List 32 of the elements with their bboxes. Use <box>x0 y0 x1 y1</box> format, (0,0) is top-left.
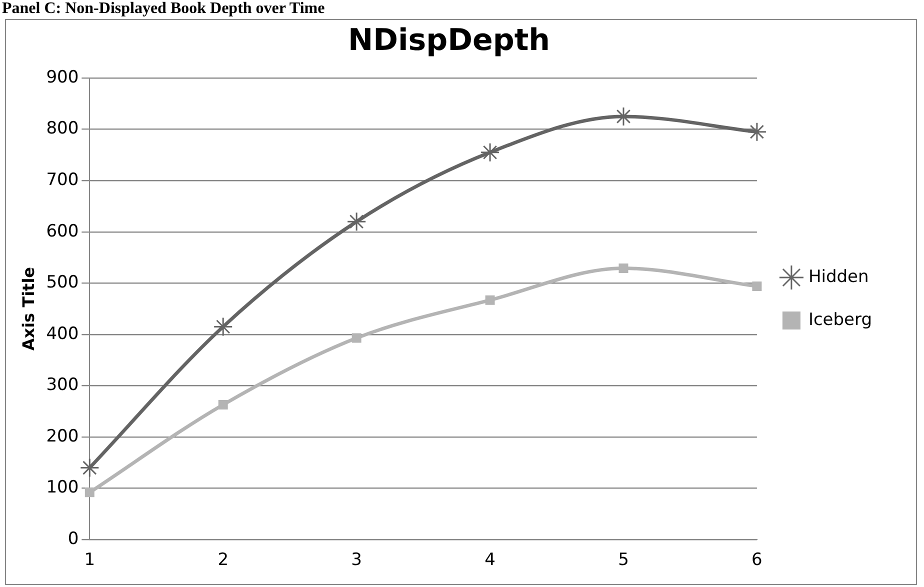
point <box>485 295 495 305</box>
point <box>752 281 762 291</box>
x-tick-label: 1 <box>84 550 96 570</box>
x-tick-label: 5 <box>618 550 629 570</box>
point <box>352 333 362 343</box>
y-axis-title: Axis Title <box>18 266 38 351</box>
y-tick-label: 0 <box>68 529 79 550</box>
text: Panel C: Non-Displayed Book Depth over Time <box>2 0 325 18</box>
y-tick-label: 100 <box>46 478 79 498</box>
y-tick-label: 600 <box>46 221 79 242</box>
legend-label: Iceberg <box>808 310 872 330</box>
legend-label: Hidden <box>808 266 869 287</box>
point <box>80 458 100 478</box>
point <box>346 212 366 232</box>
x-tick-label: 4 <box>484 550 496 570</box>
y-tick-label: 500 <box>46 272 79 293</box>
y-tick-label: 400 <box>46 324 79 344</box>
x-tick-label: 3 <box>351 550 362 570</box>
x-tick-label: 6 <box>752 550 762 570</box>
y-tick-label: 800 <box>46 118 79 139</box>
x-tick-label: 2 <box>218 550 229 570</box>
y-tick-label: 900 <box>46 67 79 88</box>
y-tick-label: 700 <box>46 170 79 190</box>
point <box>218 400 228 410</box>
point <box>480 142 500 162</box>
y-tick-label: 300 <box>46 375 79 396</box>
y-tick-label: 200 <box>46 426 79 446</box>
point <box>213 317 233 336</box>
chart-title: NDispDepth <box>348 22 550 58</box>
point <box>747 122 767 142</box>
point <box>84 488 94 498</box>
point <box>618 264 628 274</box>
